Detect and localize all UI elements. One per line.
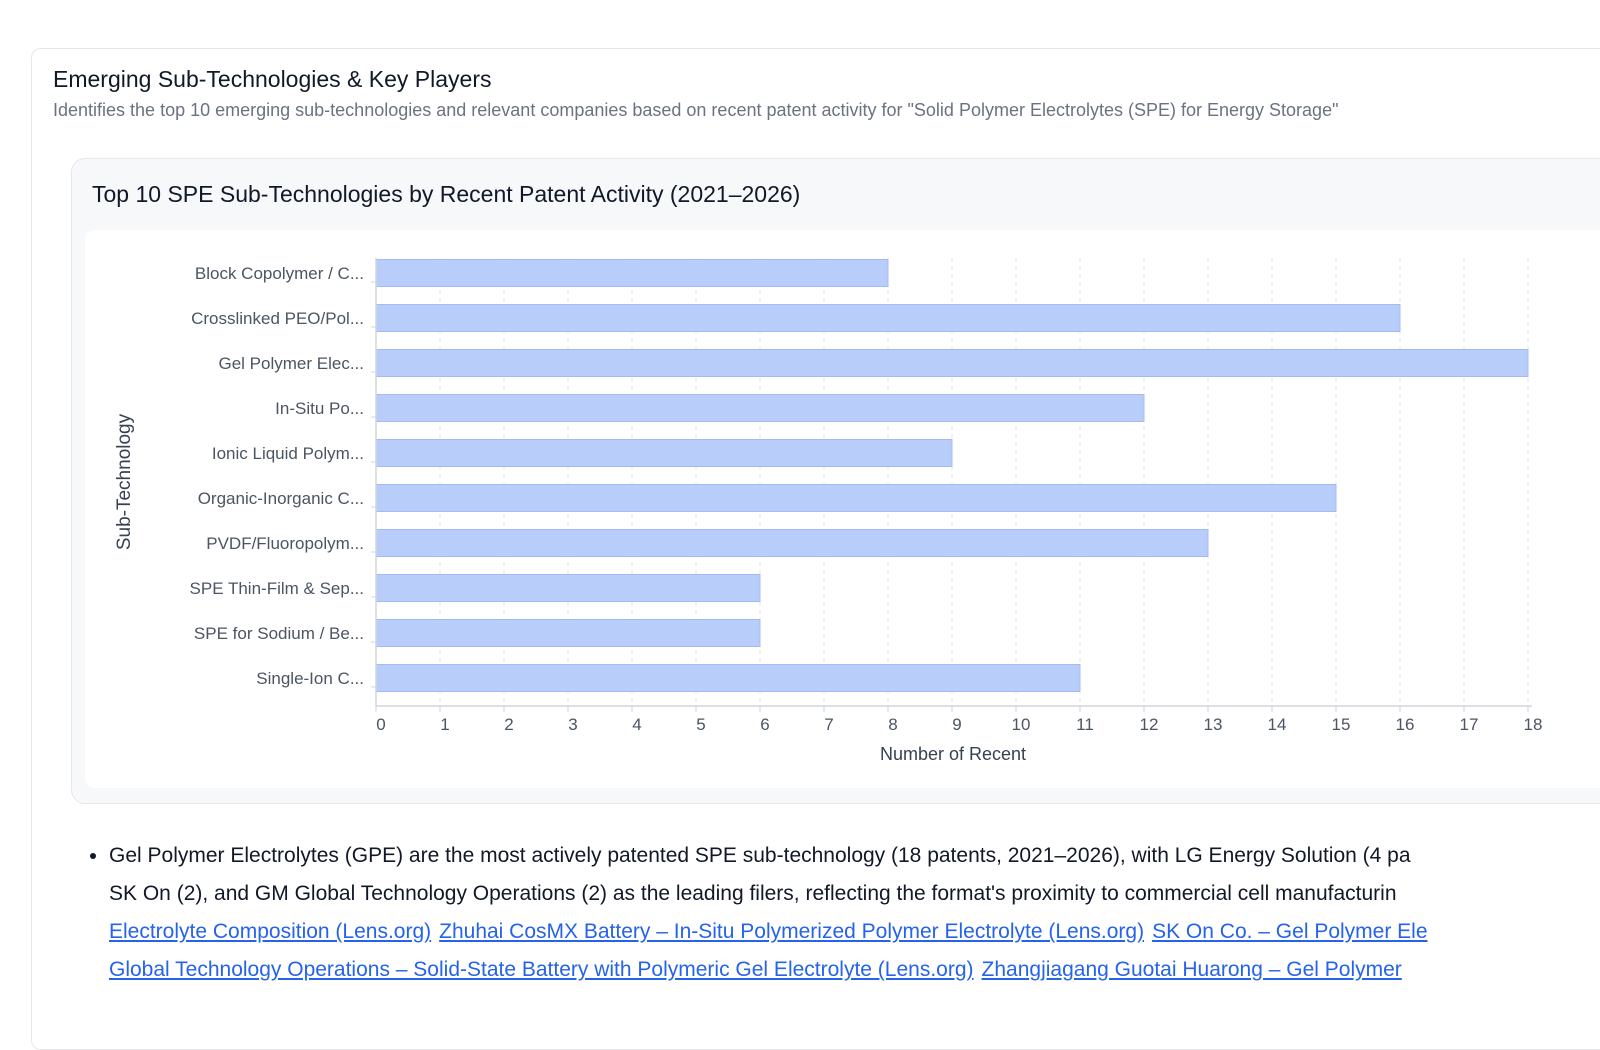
bullet-links-line-1: Electrolyte Composition (Lens.org) Zhuhai… [109,913,1600,951]
card-subtitle: Identifies the top 10 emerging sub-techn… [53,100,1339,120]
chart-plot-area [85,230,1600,788]
bullet-item: Gel Polymer Electrolytes (GPE) are the m… [109,837,1600,989]
bullet-text-line-2: SK On (2), and GM Global Technology Oper… [109,882,1397,905]
source-link[interactable]: SK On Co. – Gel Polymer Ele [1152,920,1428,943]
bullet-text-line-1: Gel Polymer Electrolytes (GPE) are the m… [109,844,1411,867]
source-link[interactable]: Electrolyte Composition (Lens.org) [109,920,432,943]
bullet-links-line-2: Global Technology Operations – Solid-Sta… [109,951,1600,989]
source-link[interactable]: Global Technology Operations – Solid-Sta… [109,958,974,981]
chart-title: Top 10 SPE Sub-Technologies by Recent Pa… [92,181,801,207]
source-link[interactable]: Zhuhai CosMX Battery – In-Situ Polymeriz… [439,920,1145,943]
card-title: Emerging Sub-Technologies & Key Players [53,66,492,92]
source-link[interactable]: Zhangjiagang Guotai Huarong – Gel Polyme… [981,958,1402,981]
insight-bullets: Gel Polymer Electrolytes (GPE) are the m… [82,837,1600,989]
bullet-list: Gel Polymer Electrolytes (GPE) are the m… [82,837,1600,989]
